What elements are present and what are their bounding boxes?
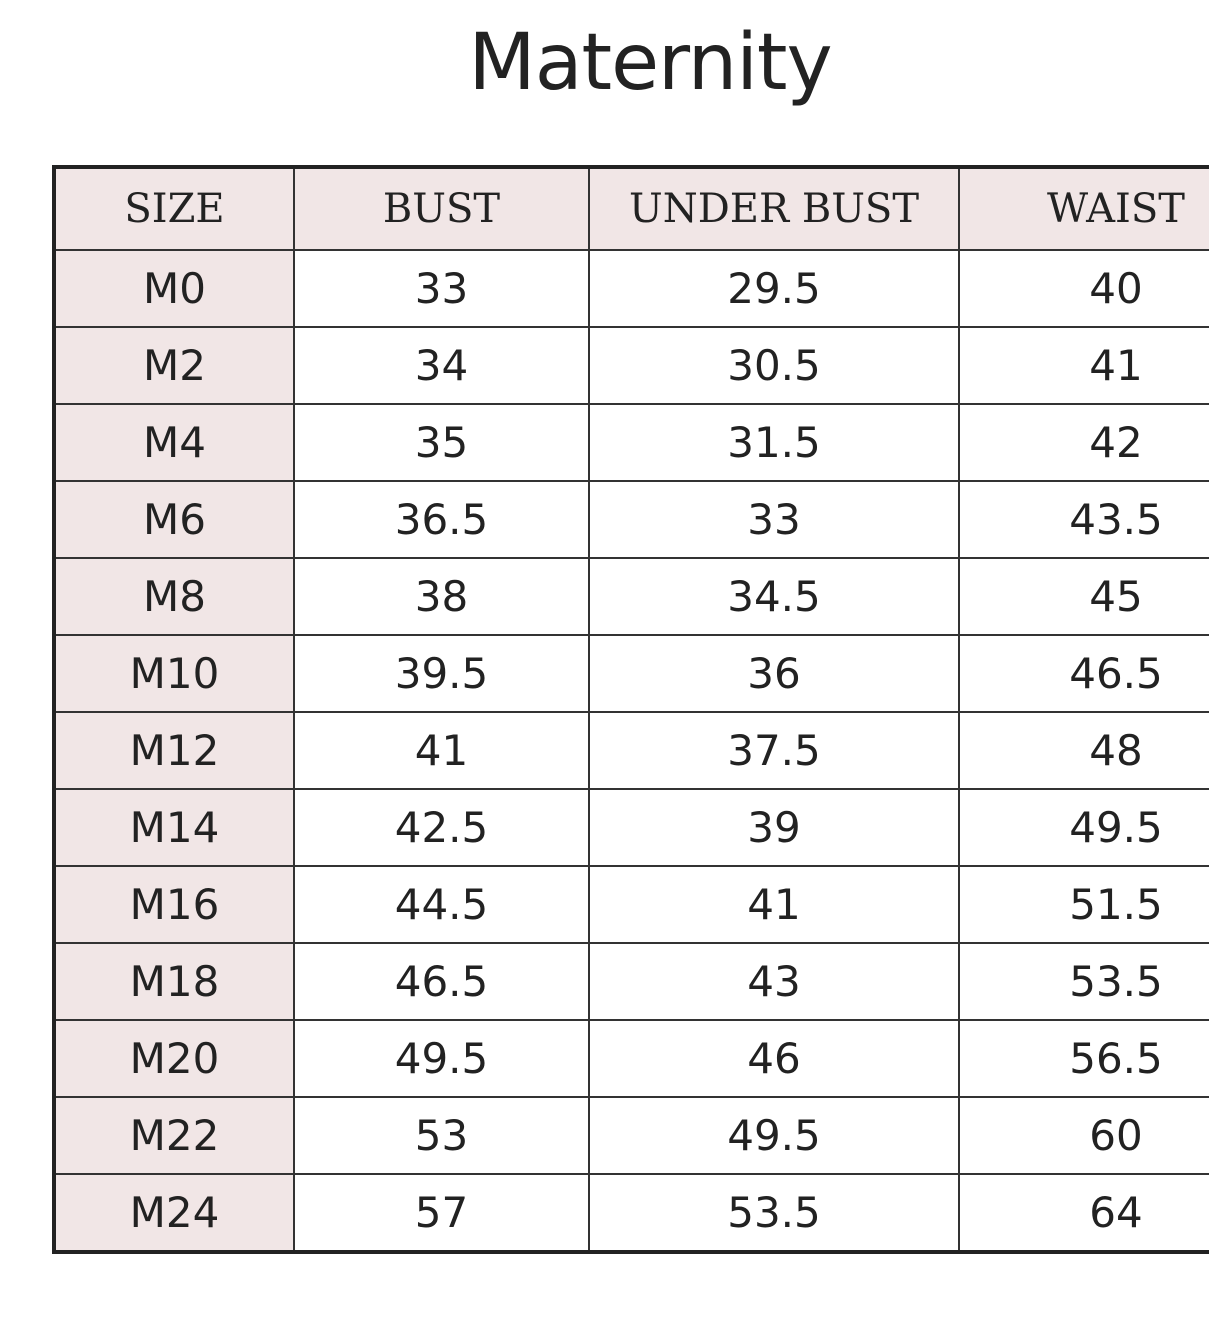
value-cell: 46 — [588, 1019, 960, 1098]
size-cell: M6 — [53, 480, 295, 559]
value-cell: 34 — [293, 326, 590, 405]
value-cell: 42.5 — [293, 788, 590, 867]
value-cell: 42 — [958, 403, 1209, 482]
value-cell: 43 — [588, 942, 960, 1021]
table-row: M6 36.5 33 43.5 — [53, 480, 1209, 559]
value-cell: 41 — [293, 711, 590, 790]
value-cell: 60 — [958, 1096, 1209, 1175]
value-cell: 53.5 — [958, 942, 1209, 1021]
value-cell: 46.5 — [958, 634, 1209, 713]
size-cell: M8 — [53, 557, 295, 636]
size-cell: M14 — [53, 788, 295, 867]
table-row: M18 46.5 43 53.5 — [53, 942, 1209, 1021]
value-cell: 49.5 — [588, 1096, 960, 1175]
value-cell: 38 — [293, 557, 590, 636]
value-cell: 37.5 — [588, 711, 960, 790]
value-cell: 29.5 — [588, 249, 960, 328]
value-cell: 44.5 — [293, 865, 590, 944]
value-cell: 53 — [293, 1096, 590, 1175]
size-cell: M12 — [53, 711, 295, 790]
table-row: M16 44.5 41 51.5 — [53, 865, 1209, 944]
header-row: SIZE BUST UNDER BUST WAIST — [53, 166, 1209, 251]
table-row: M12 41 37.5 48 — [53, 711, 1209, 790]
value-cell: 49.5 — [958, 788, 1209, 867]
value-cell: 43.5 — [958, 480, 1209, 559]
value-cell: 40 — [958, 249, 1209, 328]
value-cell: 41 — [958, 326, 1209, 405]
value-cell: 64 — [958, 1173, 1209, 1253]
table-row: M10 39.5 36 46.5 — [53, 634, 1209, 713]
value-cell: 56.5 — [958, 1019, 1209, 1098]
value-cell: 45 — [958, 557, 1209, 636]
value-cell: 41 — [588, 865, 960, 944]
size-cell: M10 — [53, 634, 295, 713]
page-title: Maternity — [468, 18, 832, 108]
value-cell: 57 — [293, 1173, 590, 1253]
value-cell: 30.5 — [588, 326, 960, 405]
size-table: SIZE BUST UNDER BUST WAIST M0 33 29.5 40 M2 34 30… — [52, 165, 1209, 1254]
value-cell: 49.5 — [293, 1019, 590, 1098]
value-cell: 39.5 — [293, 634, 590, 713]
value-cell: 35 — [293, 403, 590, 482]
table-container: SIZE BUST UNDER BUST WAIST M0 33 29.5 40 M2 34 30… — [52, 165, 1209, 1254]
size-cell: M2 — [53, 326, 295, 405]
header-cell: BUST — [293, 166, 590, 251]
value-cell: 48 — [958, 711, 1209, 790]
size-cell: M18 — [53, 942, 295, 1021]
table-row: M20 49.5 46 56.5 — [53, 1019, 1209, 1098]
table-row: M22 53 49.5 60 — [53, 1096, 1209, 1175]
size-cell: M4 — [53, 403, 295, 482]
header-cell: SIZE — [53, 166, 295, 251]
value-cell: 53.5 — [588, 1173, 960, 1253]
size-cell: M22 — [53, 1096, 295, 1175]
value-cell: 33 — [588, 480, 960, 559]
header-cell: UNDER BUST — [588, 166, 960, 251]
size-cell: M24 — [53, 1173, 295, 1253]
value-cell: 31.5 — [588, 403, 960, 482]
value-cell: 36 — [588, 634, 960, 713]
value-cell: 51.5 — [958, 865, 1209, 944]
value-cell: 34.5 — [588, 557, 960, 636]
header-cell: WAIST — [958, 166, 1209, 251]
size-cell: M16 — [53, 865, 295, 944]
table-row: M2 34 30.5 41 — [53, 326, 1209, 405]
table-row: M24 57 53.5 64 — [53, 1173, 1209, 1253]
value-cell: 39 — [588, 788, 960, 867]
size-cell: M20 — [53, 1019, 295, 1098]
value-cell: 46.5 — [293, 942, 590, 1021]
table-row: M0 33 29.5 40 — [53, 249, 1209, 328]
table-row: M8 38 34.5 45 — [53, 557, 1209, 636]
table-row: M4 35 31.5 42 — [53, 403, 1209, 482]
size-cell: M0 — [53, 249, 295, 328]
value-cell: 33 — [293, 249, 590, 328]
table-row: M14 42.5 39 49.5 — [53, 788, 1209, 867]
value-cell: 36.5 — [293, 480, 590, 559]
